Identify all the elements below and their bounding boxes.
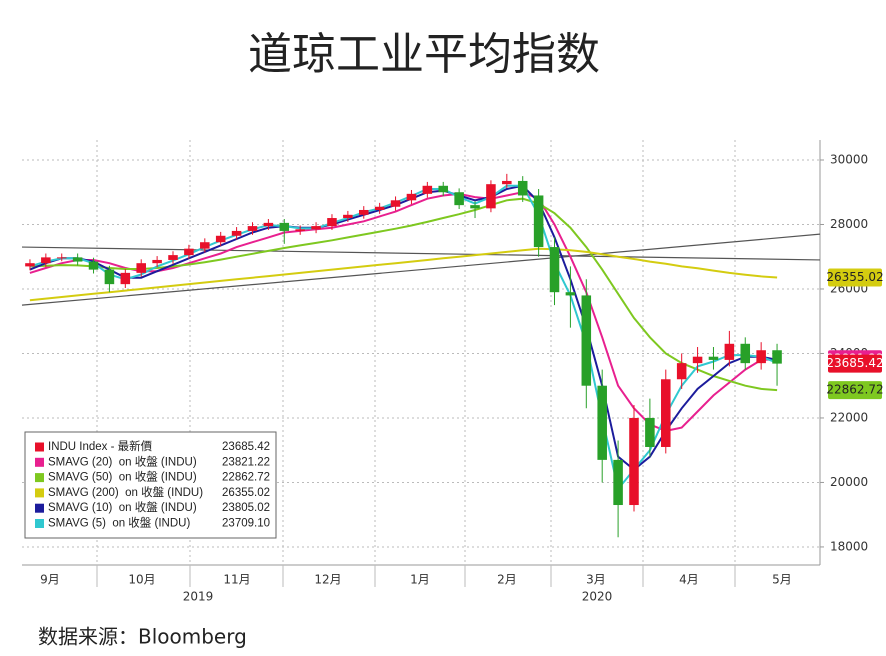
y-tick-label: 22000 [830, 410, 868, 424]
ma-line [29, 184, 778, 471]
legend-label: SMAVG (5) on 收盤 (INDU) [48, 516, 190, 530]
data-layer: 26355.02 23821.22 22862.72 23685.42 [21, 173, 884, 538]
legend-value: 22862.72 [222, 472, 270, 484]
candle-body [502, 180, 512, 185]
legend-box [24, 431, 277, 539]
y-tick-label: 30000 [830, 152, 868, 166]
ma-line [29, 247, 778, 302]
source-note: 数据来源：Bloomberg [38, 625, 247, 649]
candle-body [597, 385, 607, 460]
candle-body [72, 257, 83, 262]
candle-body [438, 185, 449, 193]
candle-body [533, 195, 544, 248]
x-tick-label: 10月 [128, 573, 155, 587]
legend-label: SMAVG (50) on 收盤 (INDU) [48, 470, 197, 484]
candle-body [645, 417, 655, 447]
candle-body [152, 259, 162, 264]
candle-body [295, 229, 305, 231]
y-tick-label: 20000 [830, 475, 868, 489]
legend-label: INDU Index - 最新價 [48, 439, 153, 453]
candle-body [25, 263, 35, 267]
candle-body [343, 214, 353, 219]
value-tag-label: 26355.02 [826, 270, 883, 284]
candle-body [88, 261, 99, 270]
trendline [21, 233, 821, 306]
candle-body [311, 226, 321, 230]
candle-body [470, 205, 480, 209]
candle-body [422, 185, 433, 194]
legend-swatch [35, 457, 44, 467]
chart-title: 道琼工业平均指数 [248, 29, 600, 80]
candle-body [279, 222, 290, 231]
legend-label: SMAVG (20) on 收盤 (INDU) [48, 454, 197, 468]
candle-body [41, 257, 51, 264]
candle-body [263, 222, 274, 227]
candle-body [390, 200, 401, 207]
x-tick-label: 3月 [586, 573, 606, 587]
candle-body [104, 269, 115, 285]
candle-body [740, 343, 751, 364]
candle-body [772, 350, 782, 364]
legend: INDU Index - 最新價 23685.42 SMAVG (20) on 收盤… [24, 431, 277, 539]
legend-value: 23805.02 [222, 502, 270, 514]
y-tick-label: 18000 [830, 539, 868, 553]
legend-label: SMAVG (10) on 收盤 (INDU) [48, 500, 197, 514]
candle-body [629, 417, 639, 506]
candle-body [56, 257, 67, 259]
candle-body [549, 247, 560, 293]
value-tag [828, 354, 882, 373]
candle-body [168, 255, 178, 260]
year-label: 2020 [582, 590, 613, 604]
x-tick-label: 11月 [223, 573, 250, 587]
candle-body [200, 242, 210, 249]
candle-body [406, 193, 417, 201]
legend-swatch [35, 442, 44, 452]
y-tick-label: 28000 [830, 217, 868, 231]
legend-swatch [35, 488, 44, 498]
legend-swatch [35, 503, 44, 513]
candle-body [358, 209, 369, 215]
x-tick-label: 9月 [40, 573, 60, 587]
candle-body [454, 192, 464, 206]
candle-body [184, 248, 194, 256]
legend-value: 23685.42 [222, 441, 270, 453]
candle-body [215, 235, 226, 243]
candle-body [247, 226, 258, 231]
value-tag [828, 268, 882, 287]
value-tag-label: 23685.42 [826, 356, 883, 370]
year-label: 2019 [183, 590, 214, 604]
x-tick-label: 5月 [772, 573, 792, 587]
candle-body [374, 206, 385, 210]
candle-body [581, 295, 592, 386]
candle-body [661, 379, 671, 447]
x-tick-label: 2月 [497, 573, 517, 587]
trendline [21, 246, 821, 261]
candle-body [120, 272, 131, 285]
value-tag [828, 381, 882, 400]
candle-body [676, 363, 687, 380]
candle-body [327, 218, 337, 227]
candle-body [517, 180, 528, 196]
candle-body [613, 459, 623, 506]
x-tick-label: 12月 [314, 573, 341, 587]
candle-body [724, 343, 735, 360]
legend-value: 23821.22 [222, 456, 270, 468]
legend-label: SMAVG (200) on 收盤 (INDU) [48, 485, 203, 499]
x-tick-label: 4月 [679, 573, 699, 587]
legend-swatch [35, 473, 44, 483]
candle-body [565, 292, 576, 296]
value-tag-label: 22862.72 [826, 383, 883, 397]
candle-body [136, 263, 146, 273]
x-tick-label: 1月 [410, 573, 430, 587]
candle-body [692, 356, 703, 364]
candle-body [231, 230, 242, 236]
candle-body [486, 184, 496, 209]
legend-value: 23709.10 [222, 518, 270, 530]
legend-swatch [35, 519, 44, 528]
legend-value: 26355.02 [222, 487, 270, 499]
candle-body [708, 356, 719, 360]
candle-body [756, 350, 766, 364]
